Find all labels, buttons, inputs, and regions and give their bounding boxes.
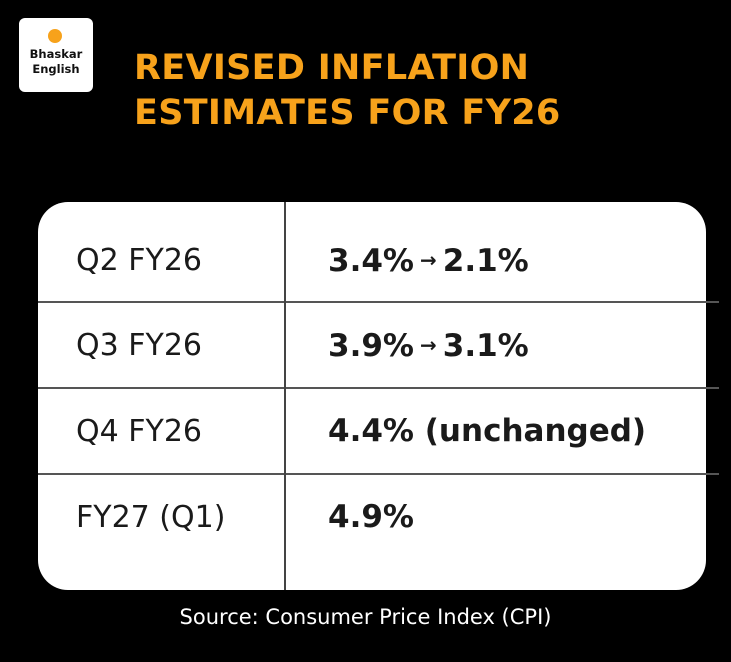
row-value: 3.9% → 3.1% xyxy=(328,303,529,388)
inflation-table xyxy=(38,202,706,590)
logo-text-line2: English xyxy=(32,62,80,76)
row-value: 3.4% → 2.1% xyxy=(328,218,529,303)
table-row: Q4 FY26 4.4% (unchanged) xyxy=(38,389,706,474)
title-line2: ESTIMATES FOR FY26 xyxy=(134,93,561,133)
row-divider xyxy=(38,473,719,475)
row-period: FY27 (Q1) xyxy=(76,500,226,535)
value-from: 3.4% xyxy=(328,243,414,279)
arrow-right-icon: → xyxy=(419,248,437,272)
table-row: Q3 FY26 3.9% → 3.1% xyxy=(38,303,706,388)
brand-logo: Bhaskar English xyxy=(19,18,93,92)
logo-sun-icon xyxy=(48,29,62,43)
arrow-right-icon: → xyxy=(419,333,437,357)
table-row: Q2 FY26 3.4% → 2.1% xyxy=(38,218,706,303)
value-to: 3.1% xyxy=(442,328,529,364)
row-divider xyxy=(38,387,719,389)
title-line1: REVISED INFLATION xyxy=(134,48,530,88)
row-divider xyxy=(38,301,719,303)
source-caption: Source: Consumer Price Index (CPI) xyxy=(179,605,552,629)
row-value: 4.4% (unchanged) xyxy=(328,413,647,449)
row-period: Q4 FY26 xyxy=(76,414,202,449)
logo-text-line1: Bhaskar xyxy=(29,47,83,61)
page-title: REVISED INFLATION ESTIMATES FOR FY26 xyxy=(134,46,714,136)
value-to: 2.1% xyxy=(442,243,529,279)
table-row: FY27 (Q1) 4.9% xyxy=(38,475,706,560)
value-from: 3.9% xyxy=(328,328,414,364)
row-value: 4.9% xyxy=(328,499,414,535)
row-period: Q3 FY26 xyxy=(76,328,202,363)
row-period: Q2 FY26 xyxy=(76,243,202,278)
column-divider xyxy=(284,202,286,590)
